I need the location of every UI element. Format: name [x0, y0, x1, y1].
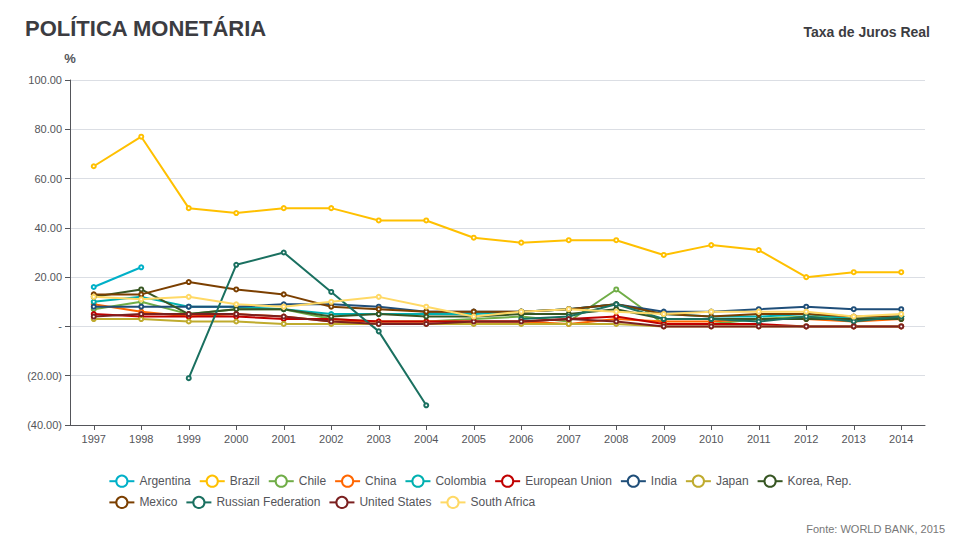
svg-text:1998: 1998: [129, 433, 153, 445]
svg-text:2000: 2000: [224, 433, 248, 445]
svg-text:100.00: 100.00: [28, 74, 62, 86]
svg-text:2005: 2005: [462, 433, 486, 445]
svg-text:20.00: 20.00: [34, 271, 62, 283]
svg-text:Japan: Japan: [716, 474, 749, 488]
svg-text:2006: 2006: [509, 433, 533, 445]
svg-text:1999: 1999: [177, 433, 201, 445]
svg-text:2008: 2008: [604, 433, 628, 445]
svg-text:Fonte: WORLD BANK, 2015: Fonte: WORLD BANK, 2015: [806, 523, 945, 535]
svg-text:2007: 2007: [557, 433, 581, 445]
svg-text:Colombia: Colombia: [435, 474, 486, 488]
svg-text:United States: United States: [359, 495, 431, 509]
svg-text:2002: 2002: [319, 433, 343, 445]
svg-text:2010: 2010: [699, 433, 723, 445]
svg-text:Brazil: Brazil: [230, 474, 260, 488]
svg-text:China: China: [365, 474, 397, 488]
svg-text:Chile: Chile: [299, 474, 327, 488]
svg-text:2003: 2003: [367, 433, 391, 445]
svg-text:India: India: [651, 474, 677, 488]
svg-text:80.00: 80.00: [34, 123, 62, 135]
svg-text:Korea, Rep.: Korea, Rep.: [788, 474, 852, 488]
svg-text:European Union: European Union: [525, 474, 612, 488]
svg-text:2014: 2014: [889, 433, 913, 445]
svg-text:1997: 1997: [82, 433, 106, 445]
svg-text:Taxa de Juros Real: Taxa de Juros Real: [803, 24, 930, 40]
svg-text:2001: 2001: [272, 433, 296, 445]
svg-text:Russian Federation: Russian Federation: [216, 495, 320, 509]
svg-text:(40.00): (40.00): [27, 419, 62, 431]
svg-text:Mexico: Mexico: [139, 495, 177, 509]
svg-text:60.00: 60.00: [34, 173, 62, 185]
svg-text:2013: 2013: [842, 433, 866, 445]
svg-text:2011: 2011: [747, 433, 771, 445]
svg-text:(20.00): (20.00): [27, 370, 62, 382]
svg-text:2012: 2012: [794, 433, 818, 445]
svg-text:40.00: 40.00: [34, 222, 62, 234]
svg-text:Argentina: Argentina: [139, 474, 191, 488]
svg-text:South Africa: South Africa: [470, 495, 535, 509]
svg-text:-: -: [58, 320, 62, 332]
svg-text:%: %: [64, 51, 76, 66]
svg-text:POLÍTICA MONETÁRIA: POLÍTICA MONETÁRIA: [25, 16, 266, 41]
svg-text:2004: 2004: [414, 433, 438, 445]
svg-text:2009: 2009: [652, 433, 676, 445]
